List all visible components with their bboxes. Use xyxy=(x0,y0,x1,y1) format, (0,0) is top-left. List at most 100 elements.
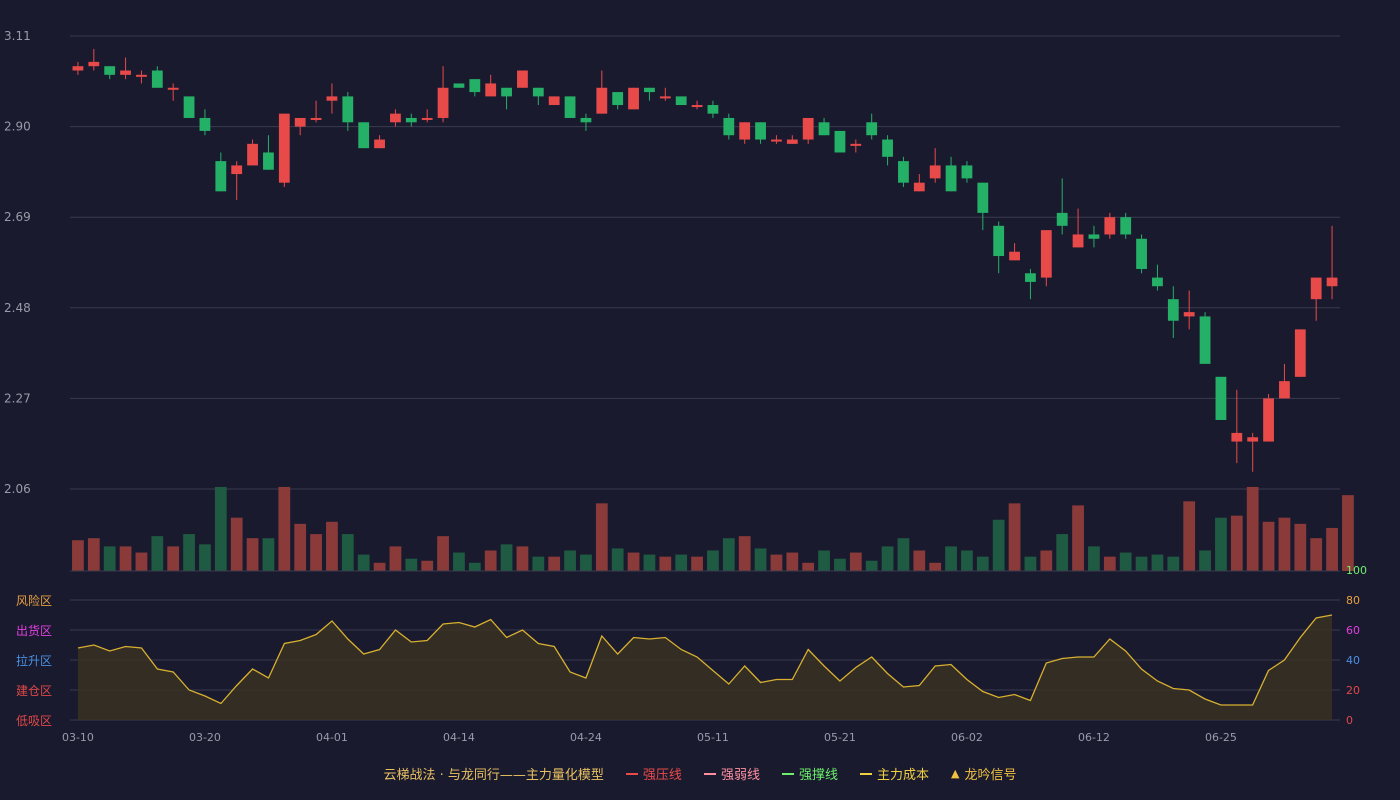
oscillator-line xyxy=(77,614,1333,706)
price-tick-label: 2.90 xyxy=(4,120,31,134)
candle-body xyxy=(294,117,306,127)
candle-body xyxy=(1183,312,1195,317)
candle-body xyxy=(945,165,957,192)
volume-bar xyxy=(484,550,497,571)
volume-bar xyxy=(595,503,608,571)
legend-title: 云梯战法 · 与龙同行——主力量化模型 xyxy=(383,768,604,783)
volume-bar xyxy=(580,554,592,571)
volume-bar xyxy=(151,536,164,571)
candle-body xyxy=(1294,329,1306,377)
pressure-line-swatch xyxy=(625,772,638,775)
candle-body xyxy=(802,117,814,140)
candle-body xyxy=(1009,251,1020,261)
legend-item-main-cost[interactable]: 主力成本 xyxy=(859,764,929,783)
volume-bar xyxy=(1199,550,1211,571)
candle-body xyxy=(612,92,624,106)
volume-bar xyxy=(1230,515,1243,571)
zone-label: 建仓区 xyxy=(16,684,52,698)
candle-body xyxy=(1167,299,1179,321)
volume-bar xyxy=(246,538,259,571)
candle-body xyxy=(707,105,719,114)
candle-body xyxy=(850,143,862,146)
oscillator-tick-label: 40 xyxy=(1346,654,1360,667)
candle-body xyxy=(1263,398,1274,442)
volume-bar xyxy=(818,550,830,571)
candle-body xyxy=(390,113,401,123)
candlestick-series xyxy=(72,48,1338,472)
legend: 云梯战法 · 与龙同行——主力量化模型 强压线 强弱线 强撑线 主力成本 ▲ 龙… xyxy=(0,764,1400,783)
x-tick-label: 03-10 xyxy=(62,731,94,744)
volume-bar xyxy=(294,523,307,571)
candle-body xyxy=(628,87,639,110)
candle-body xyxy=(1088,234,1100,239)
candle-body xyxy=(1056,212,1068,226)
volume-bar xyxy=(564,550,576,571)
volume-bar xyxy=(707,550,719,571)
candle-body xyxy=(882,139,893,157)
volume-bar xyxy=(199,544,211,571)
volume-bar xyxy=(183,534,195,571)
volume-bar xyxy=(611,548,624,571)
volume-bar xyxy=(786,552,799,571)
volume-bar xyxy=(738,536,751,571)
legend-label: 龙吟信号 xyxy=(964,768,1017,783)
candle-body xyxy=(786,139,798,144)
candle-body xyxy=(421,117,433,120)
zone-label: 风险区 xyxy=(16,593,52,608)
x-tick-label: 04-24 xyxy=(570,731,602,744)
volume-bar xyxy=(627,552,640,571)
legend-item-pressure-line[interactable]: 强压线 xyxy=(625,764,682,783)
volume-bar xyxy=(516,546,529,571)
price-axis-labels: 3.11 2.90 2.69 2.48 2.27 2.06 xyxy=(4,29,31,496)
oscillator-area xyxy=(78,615,1332,720)
candle-body xyxy=(993,225,1005,257)
volume-bar xyxy=(1008,503,1021,571)
candle-body xyxy=(342,96,354,123)
price-tick-label: 2.06 xyxy=(4,482,31,496)
oscillator-tick-label: 60 xyxy=(1346,624,1360,637)
volume-bar xyxy=(834,558,846,571)
volume-bar xyxy=(389,546,402,571)
volume-bar xyxy=(1072,505,1084,571)
support-line-swatch xyxy=(781,772,794,775)
candle-body xyxy=(88,61,100,67)
candle-body xyxy=(453,83,465,88)
volume-bar xyxy=(929,562,942,571)
candle-body xyxy=(120,70,131,75)
oscillator-tick-label: 0 xyxy=(1346,714,1353,727)
oscillator-tick-label: 80 xyxy=(1346,594,1360,607)
price-tick-label: 2.69 xyxy=(4,210,31,224)
volume-bar xyxy=(865,560,878,571)
legend-label: 强弱线 xyxy=(720,768,760,783)
candle-body xyxy=(72,66,84,71)
volume-bar xyxy=(1024,556,1037,571)
oscillator-series xyxy=(77,614,1333,720)
candle-body xyxy=(691,105,703,108)
candle-body xyxy=(437,87,449,118)
volume-series xyxy=(70,486,1354,572)
candle-body xyxy=(1247,437,1259,442)
oscillator-axis-labels: 100 80 60 40 20 0 xyxy=(1346,564,1367,727)
zone-label: 出货区 xyxy=(16,623,52,638)
legend-item-strength-line[interactable]: 强弱线 xyxy=(703,764,760,783)
volume-bar xyxy=(1088,546,1100,571)
price-tick-label: 3.11 xyxy=(4,29,31,43)
legend-item-support-line[interactable]: 强撑线 xyxy=(781,764,838,783)
candle-body xyxy=(326,96,338,101)
volume-bar xyxy=(849,552,862,571)
candle-body xyxy=(580,117,592,123)
candle-body xyxy=(866,122,878,136)
candle-body xyxy=(104,66,116,75)
legend-item-dragon-signal[interactable]: ▲ 龙吟信号 xyxy=(951,764,1016,783)
price-tick-label: 2.48 xyxy=(4,301,31,315)
volume-bar xyxy=(1246,486,1259,571)
volume-bar xyxy=(1151,554,1164,571)
volume-bar xyxy=(119,546,132,571)
candle-body xyxy=(405,117,417,123)
x-tick-label: 06-12 xyxy=(1078,731,1110,744)
candle-body xyxy=(913,182,925,192)
volume-bar xyxy=(230,517,243,571)
volume-bar xyxy=(976,556,989,571)
volume-bar xyxy=(659,556,672,571)
volume-bar xyxy=(881,546,894,571)
